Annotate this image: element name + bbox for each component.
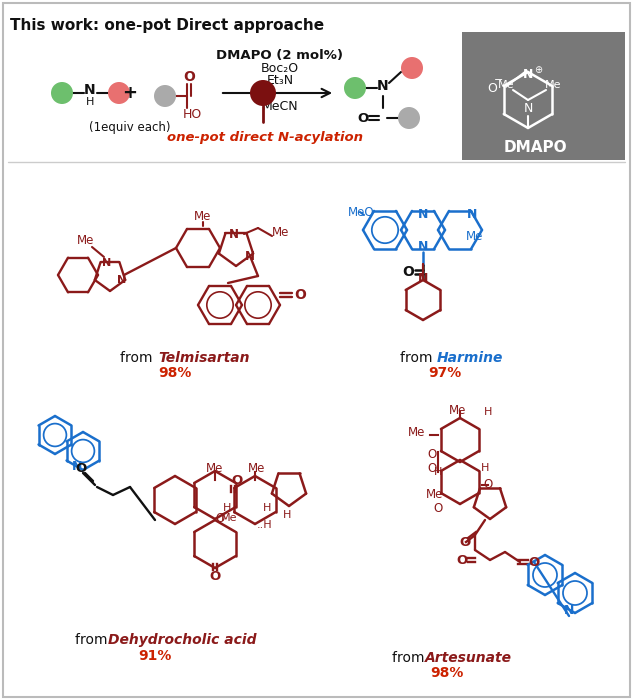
Text: O: O — [210, 570, 221, 582]
FancyBboxPatch shape — [3, 3, 630, 697]
Text: H: H — [283, 510, 291, 520]
Text: −: − — [494, 75, 503, 85]
Text: Me: Me — [467, 230, 484, 242]
Text: 97%: 97% — [429, 366, 461, 380]
Text: N: N — [377, 79, 389, 93]
Circle shape — [250, 80, 276, 106]
Text: Artesunate: Artesunate — [425, 651, 512, 665]
Text: H: H — [484, 407, 492, 417]
Text: Me: Me — [408, 426, 425, 438]
Text: N: N — [467, 207, 477, 220]
Text: N: N — [564, 603, 574, 617]
Text: N: N — [229, 228, 239, 241]
Text: Dehydrocholic acid: Dehydrocholic acid — [108, 633, 256, 647]
Text: N: N — [245, 249, 255, 262]
Text: O: O — [75, 463, 87, 475]
Text: O: O — [427, 449, 437, 461]
Text: O: O — [434, 501, 442, 514]
Text: H: H — [223, 503, 231, 513]
Text: Me: Me — [498, 80, 514, 90]
Text: Me: Me — [77, 234, 95, 248]
Text: This work: one-pot Direct approache: This work: one-pot Direct approache — [10, 18, 324, 33]
Text: Me: Me — [449, 403, 467, 416]
Text: H: H — [481, 463, 489, 473]
Text: H: H — [434, 467, 442, 477]
Text: from: from — [120, 351, 157, 365]
Text: DMAPO: DMAPO — [503, 141, 567, 155]
Text: DMAPO (2 mol%): DMAPO (2 mol%) — [216, 48, 344, 62]
Text: Me: Me — [194, 209, 211, 223]
Text: Et₃N: Et₃N — [266, 74, 294, 87]
Text: O: O — [215, 512, 225, 524]
Text: Me: Me — [206, 461, 223, 475]
Circle shape — [344, 77, 366, 99]
Text: O: O — [487, 81, 497, 94]
Text: O: O — [484, 479, 492, 491]
Text: ⊕: ⊕ — [534, 65, 542, 75]
Text: Me: Me — [221, 513, 237, 523]
Text: Me: Me — [545, 80, 561, 90]
Text: Me: Me — [272, 227, 290, 239]
Text: O: O — [358, 111, 368, 125]
Text: O: O — [402, 265, 414, 279]
Text: Telmisartan: Telmisartan — [158, 351, 249, 365]
Text: MeCN: MeCN — [261, 99, 298, 113]
Text: Harmine: Harmine — [437, 351, 503, 365]
Text: 98%: 98% — [430, 666, 464, 680]
Text: N: N — [418, 272, 428, 284]
Text: N: N — [84, 83, 96, 97]
Text: 98%: 98% — [158, 366, 192, 380]
Text: O: O — [232, 473, 242, 486]
Circle shape — [108, 82, 130, 104]
Text: O: O — [183, 70, 195, 84]
Text: HO: HO — [183, 108, 203, 122]
Text: O: O — [456, 554, 468, 566]
Text: MeO: MeO — [348, 206, 375, 218]
Text: H: H — [86, 97, 94, 107]
Circle shape — [398, 107, 420, 129]
Text: O: O — [529, 556, 539, 568]
FancyArrowPatch shape — [223, 89, 330, 97]
Text: Boc₂O: Boc₂O — [261, 62, 299, 74]
Text: H: H — [263, 503, 271, 513]
Text: Me: Me — [426, 489, 444, 501]
Text: one-pot direct N-acylation: one-pot direct N-acylation — [167, 132, 363, 144]
Text: N: N — [523, 69, 533, 81]
Text: ..H: ..H — [257, 520, 273, 530]
Text: O: O — [427, 461, 437, 475]
Text: N: N — [72, 461, 82, 473]
Text: O: O — [460, 536, 470, 549]
Text: +: + — [123, 84, 137, 102]
Circle shape — [401, 57, 423, 79]
Text: O: O — [294, 288, 306, 302]
Text: N: N — [103, 258, 111, 268]
Text: N: N — [418, 239, 428, 253]
Text: from: from — [392, 651, 429, 665]
Text: from: from — [75, 633, 112, 647]
FancyBboxPatch shape — [462, 32, 625, 160]
Text: N: N — [418, 207, 428, 220]
Text: (1equiv each): (1equiv each) — [89, 122, 171, 134]
Text: N: N — [117, 275, 127, 285]
Text: Me: Me — [248, 461, 266, 475]
Circle shape — [154, 85, 176, 107]
Text: from: from — [400, 351, 437, 365]
Text: N: N — [523, 102, 533, 115]
Circle shape — [51, 82, 73, 104]
Text: 91%: 91% — [139, 649, 172, 663]
